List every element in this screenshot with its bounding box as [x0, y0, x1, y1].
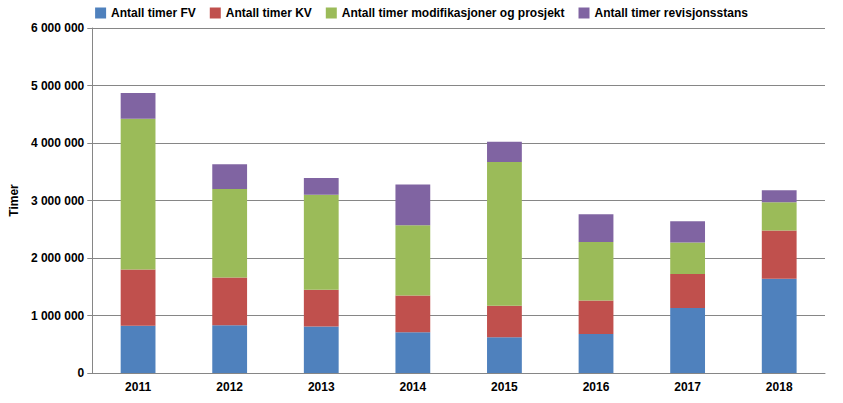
- svg-text:2011: 2011: [125, 380, 151, 394]
- svg-text:2015: 2015: [491, 380, 518, 394]
- svg-text:6 000 000: 6 000 000: [31, 21, 85, 35]
- svg-text:5 000 000: 5 000 000: [31, 79, 85, 93]
- svg-text:2016: 2016: [583, 380, 610, 394]
- svg-text:1 000 000: 1 000 000: [31, 309, 85, 323]
- svg-text:0: 0: [78, 366, 85, 380]
- svg-text:2017: 2017: [674, 380, 701, 394]
- svg-text:Antall timer modifikasjoner og: Antall timer modifikasjoner og prosjekt: [342, 6, 565, 20]
- svg-text:Antall timer FV: Antall timer FV: [111, 6, 196, 20]
- svg-text:Antall timer revisjonsstans: Antall timer revisjonsstans: [595, 6, 749, 20]
- svg-text:2013: 2013: [308, 380, 335, 394]
- svg-text:3 000 000: 3 000 000: [31, 194, 85, 208]
- svg-text:2014: 2014: [399, 380, 426, 394]
- svg-text:Antall timer KV: Antall timer KV: [226, 6, 312, 20]
- svg-text:2018: 2018: [766, 380, 793, 394]
- svg-text:4 000 000: 4 000 000: [31, 136, 85, 150]
- svg-text:2012: 2012: [216, 380, 243, 394]
- svg-text:Timer: Timer: [7, 184, 21, 217]
- svg-text:2 000 000: 2 000 000: [31, 251, 85, 265]
